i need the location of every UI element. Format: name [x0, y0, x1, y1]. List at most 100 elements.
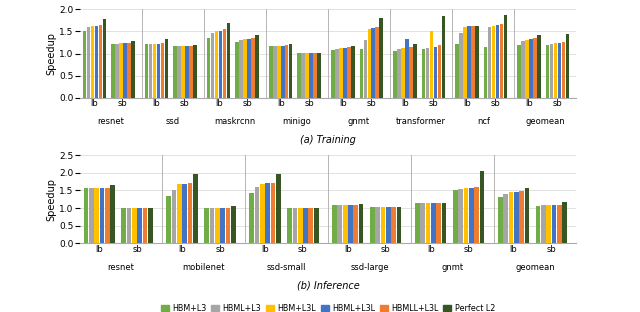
Bar: [303, 208, 308, 243]
Text: ncf: ncf: [477, 117, 490, 126]
Bar: [204, 208, 209, 243]
Bar: [348, 204, 353, 243]
Bar: [99, 25, 102, 98]
Bar: [181, 46, 185, 98]
Bar: [157, 44, 160, 98]
Bar: [438, 45, 441, 98]
Bar: [442, 203, 446, 243]
Bar: [476, 26, 479, 98]
Bar: [343, 48, 347, 98]
Bar: [393, 51, 397, 98]
Bar: [100, 188, 104, 243]
Text: gnmt: gnmt: [441, 263, 463, 272]
Bar: [250, 193, 254, 243]
Bar: [86, 27, 90, 98]
Bar: [95, 26, 98, 98]
Bar: [364, 40, 367, 98]
Bar: [305, 53, 309, 98]
Bar: [541, 205, 546, 243]
Bar: [314, 53, 317, 98]
Text: resnet: resnet: [108, 263, 134, 272]
Bar: [525, 188, 529, 243]
Bar: [119, 43, 123, 98]
Bar: [547, 205, 551, 243]
Bar: [276, 174, 280, 243]
Bar: [420, 203, 425, 243]
Bar: [467, 26, 471, 98]
Text: (b) Inference: (b) Inference: [296, 280, 360, 290]
Bar: [153, 44, 156, 98]
Bar: [236, 41, 239, 98]
Bar: [84, 188, 88, 243]
Bar: [509, 193, 513, 243]
Bar: [381, 207, 385, 243]
Bar: [226, 208, 230, 243]
Bar: [193, 45, 196, 98]
Bar: [359, 204, 364, 243]
Bar: [145, 44, 148, 98]
Bar: [185, 46, 189, 98]
Bar: [397, 207, 401, 243]
Bar: [347, 47, 351, 98]
Bar: [193, 174, 198, 243]
Bar: [442, 16, 445, 98]
Bar: [189, 46, 193, 98]
Bar: [314, 208, 319, 243]
Bar: [123, 43, 127, 98]
Bar: [479, 171, 484, 243]
Bar: [498, 197, 502, 243]
Bar: [260, 184, 265, 243]
Bar: [219, 31, 222, 98]
Bar: [301, 53, 305, 98]
Bar: [353, 204, 358, 243]
Bar: [138, 208, 142, 243]
Bar: [255, 187, 259, 243]
Text: geomean: geomean: [515, 263, 555, 272]
Bar: [211, 33, 214, 98]
Bar: [143, 208, 147, 243]
Bar: [271, 183, 275, 243]
Text: ssd-large: ssd-large: [350, 263, 388, 272]
Bar: [422, 49, 425, 98]
Bar: [243, 39, 247, 98]
Bar: [518, 45, 521, 98]
Bar: [522, 41, 525, 98]
Text: ssd: ssd: [166, 117, 180, 126]
Bar: [558, 43, 561, 98]
Bar: [563, 202, 567, 243]
Text: geomean: geomean: [525, 117, 565, 126]
Bar: [436, 203, 441, 243]
Bar: [566, 34, 570, 98]
Text: gnmt: gnmt: [348, 117, 370, 126]
Bar: [223, 29, 227, 98]
Bar: [500, 24, 503, 98]
Text: ssd-small: ssd-small: [267, 263, 307, 272]
Bar: [391, 207, 396, 243]
Bar: [231, 206, 236, 243]
Bar: [287, 208, 292, 243]
Bar: [525, 40, 529, 98]
Bar: [557, 204, 562, 243]
Bar: [161, 43, 164, 98]
Bar: [488, 27, 492, 98]
Y-axis label: Speedup: Speedup: [47, 178, 56, 221]
Bar: [166, 196, 171, 243]
Text: mobilenet: mobilenet: [182, 263, 225, 272]
Bar: [281, 46, 285, 98]
Bar: [504, 15, 508, 98]
Bar: [277, 46, 280, 98]
Bar: [247, 39, 251, 98]
Bar: [215, 32, 218, 98]
Bar: [332, 205, 337, 243]
Bar: [415, 203, 420, 243]
Bar: [220, 208, 225, 243]
Bar: [460, 33, 463, 98]
Bar: [492, 26, 495, 98]
Bar: [273, 46, 276, 98]
Bar: [552, 204, 556, 243]
Bar: [102, 19, 106, 98]
Bar: [83, 32, 86, 98]
Bar: [536, 206, 540, 243]
Bar: [426, 48, 429, 98]
Bar: [458, 189, 463, 243]
